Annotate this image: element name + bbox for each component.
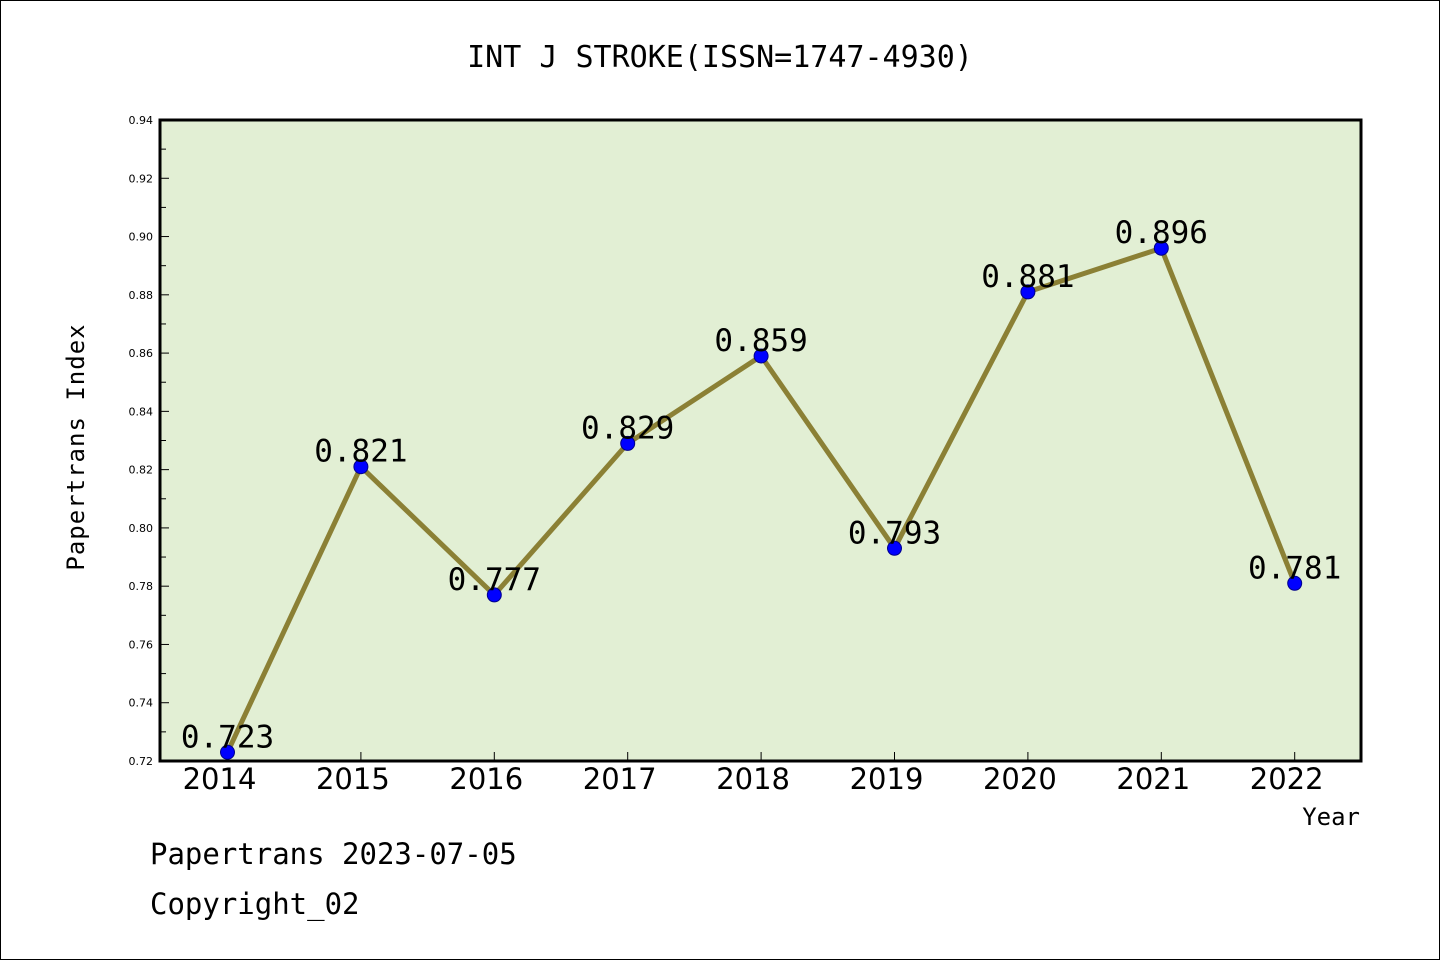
y-tick-label: 0.78	[129, 580, 154, 593]
x-tick-label: 2014	[183, 762, 257, 796]
y-axis-label: Papertrans Index	[62, 323, 90, 570]
y-tick-label: 0.92	[129, 172, 154, 185]
x-tick-label: 2020	[983, 762, 1057, 796]
data-point-2018	[753, 348, 769, 364]
y-tick-label: 0.88	[129, 289, 154, 302]
x-tick-label: 2018	[716, 762, 790, 796]
data-label-2020: 0.881	[981, 259, 1074, 295]
y-axis: 0.72 0.74 0.76 0.78 0.80 0.82 0.84 0.86 0.88 0.90…	[129, 114, 169, 768]
data-label-2021: 0.896	[1115, 215, 1208, 251]
x-axis-label: Year	[1302, 803, 1360, 831]
data-label-2015: 0.821	[314, 434, 407, 470]
y-tick-label: 0.94	[129, 114, 154, 127]
plot-border	[158, 118, 1363, 763]
data-label-2017: 0.829	[581, 410, 674, 446]
data-label-2018: 0.859	[714, 323, 807, 359]
y-tick-label: 0.72	[129, 755, 154, 768]
x-tick-label: 2017	[583, 762, 657, 796]
footer-copyright: Copyright_02	[150, 887, 360, 922]
y-tick-label: 0.74	[129, 697, 154, 710]
x-axis: 2014 2015 2016 2017 2018 2019 2020 2021 2022	[183, 752, 1324, 796]
y-tick-label: 0.90	[129, 231, 154, 244]
footer-date: Papertrans 2023-07-05	[150, 837, 517, 871]
series-papertrans-index: 0.723 0.821 0.777 0.829 0.859 0.793 0.881 0.896…	[181, 215, 1341, 760]
data-label-2022: 0.781	[1248, 550, 1341, 586]
plot-area	[160, 120, 1361, 761]
x-tick-label: 2015	[316, 762, 390, 796]
x-tick-label: 2022	[1250, 762, 1324, 796]
data-point-2017	[620, 435, 636, 451]
chart-title: INT J STROKE(ISSN=1747-4930)	[467, 40, 973, 75]
data-point-2021	[1153, 240, 1169, 256]
x-tick-label: 2021	[1116, 762, 1190, 796]
x-tick-label: 2016	[449, 762, 523, 796]
data-point-2022	[1287, 575, 1303, 591]
x-tick-label: 2019	[850, 762, 924, 796]
data-point-2016	[486, 587, 502, 603]
data-label-2019: 0.793	[848, 515, 941, 551]
y-tick-label: 0.82	[129, 464, 154, 477]
y-tick-label: 0.86	[129, 347, 154, 360]
data-label-2016: 0.777	[448, 562, 541, 598]
y-tick-label: 0.76	[129, 638, 154, 651]
data-point-2014	[220, 744, 235, 760]
data-label-2014: 0.723	[181, 719, 274, 755]
data-point-2015	[353, 459, 369, 475]
y-tick-label: 0.80	[129, 522, 154, 535]
data-point-2019	[887, 540, 902, 556]
y-tick-label: 0.84	[129, 405, 154, 418]
data-point-2020	[1020, 284, 1036, 300]
